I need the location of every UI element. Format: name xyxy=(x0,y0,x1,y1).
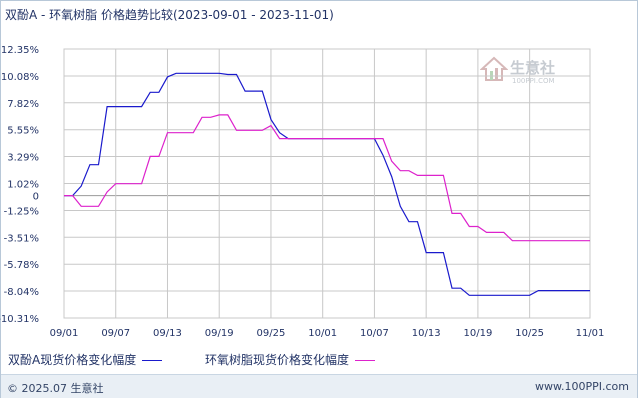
site-url-link[interactable]: www.100PPI.com xyxy=(535,380,629,393)
watermark-url: 100PPI.COM xyxy=(512,77,555,85)
y-tick-label: -8.04% xyxy=(4,287,39,298)
y-tick-label: -5.78% xyxy=(4,260,39,271)
legend-label-series-2: 环氧树脂现货价格变化幅度 xyxy=(205,353,350,367)
watermark-text: 生意社 xyxy=(510,59,556,77)
y-tick-label: -1.25% xyxy=(4,206,39,217)
axes: 12.35% 10.08% 7.82% 5.55% 3.29% 1.02%0 -1.25% -… xyxy=(0,45,604,339)
series-lines xyxy=(64,72,590,296)
x-tick-label: 09/19 xyxy=(205,328,234,339)
x-tick-label: 09/13 xyxy=(153,328,182,339)
x-tick-label: 10/13 xyxy=(412,328,441,339)
y-tick-label: 12.35% xyxy=(1,45,39,56)
x-tick-label: 09/01 xyxy=(50,328,79,339)
y-tick-label: 0 xyxy=(33,192,39,203)
legend-item-series-2: 环氧树脂现货价格变化幅度 xyxy=(205,351,376,368)
legend-swatch-series-2 xyxy=(355,360,376,361)
legend-label-series-1: 双酚A现货价格变化幅度 xyxy=(8,353,137,367)
x-tick-label: 10/25 xyxy=(515,328,544,339)
x-tick-label: 09/07 xyxy=(101,328,130,339)
copyright-text: © 2025.07 生意社 xyxy=(7,382,104,395)
grid xyxy=(63,48,591,319)
plot-area-border xyxy=(63,48,591,319)
y-tick-label: 7.82% xyxy=(7,99,39,110)
x-tick-label: 10/19 xyxy=(463,328,492,339)
y-tick-label: -3.51% xyxy=(4,233,39,244)
x-tick-label: 10/07 xyxy=(360,328,389,339)
y-tick-label: 1.02% xyxy=(7,180,39,191)
y-tick-label: 5.55% xyxy=(7,126,39,137)
x-tick-label: 10/01 xyxy=(308,328,337,339)
legend-item-series-1: 双酚A现货价格变化幅度 xyxy=(8,351,163,368)
y-tick-label: 10.08% xyxy=(1,72,39,83)
x-tick-label: 09/25 xyxy=(257,328,286,339)
series-line-1 xyxy=(64,72,590,296)
chart-title: 双酚A - 环氧树脂 价格趋势比较(2023-09-01 - 2023-11-0… xyxy=(5,8,334,22)
series-line-2 xyxy=(64,114,590,242)
y-tick-label: -10.31% xyxy=(0,314,39,325)
footer: © 2025.07 生意社 www.100PPI.com xyxy=(1,374,637,398)
y-tick-label: 3.29% xyxy=(7,153,39,164)
x-tick-label: 11/01 xyxy=(576,328,605,339)
legend-swatch-series-1 xyxy=(142,360,163,361)
